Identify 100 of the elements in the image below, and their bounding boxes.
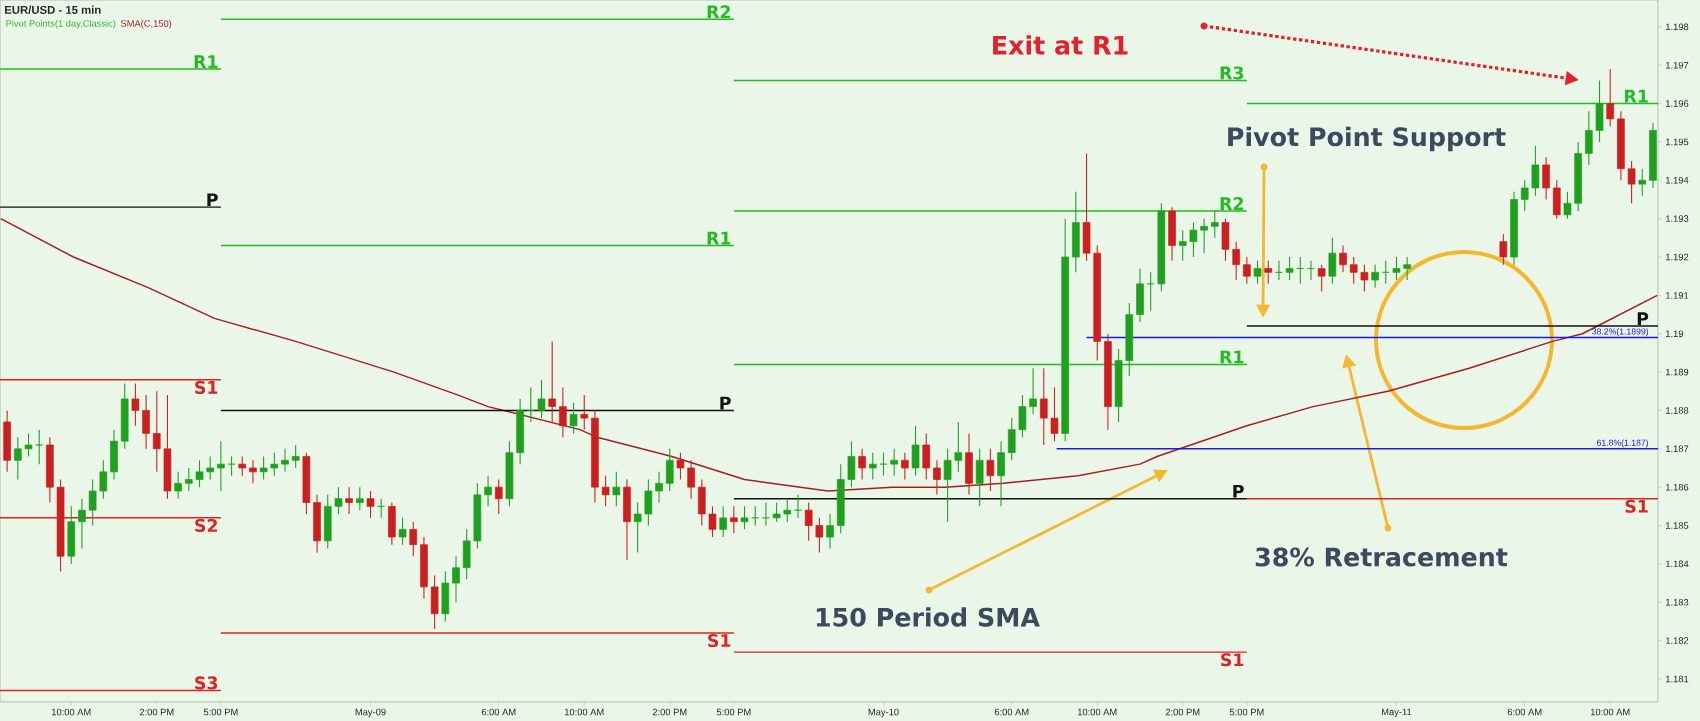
candlestick xyxy=(131,383,140,427)
series-label: R1 xyxy=(194,55,218,68)
candlestick xyxy=(1007,417,1016,461)
candlestick xyxy=(217,440,225,492)
candlestick xyxy=(708,505,717,538)
candlestick xyxy=(1253,260,1262,285)
x-tick-label: 2:00 PM xyxy=(1165,708,1200,716)
candlestick xyxy=(1243,256,1251,285)
candlestick xyxy=(975,448,984,507)
annotation: 38% Retracement xyxy=(1255,547,1508,567)
y-tick-label: 1.19 xyxy=(1666,330,1684,338)
y-tick-label: 1.183 xyxy=(1666,598,1689,606)
candlestick xyxy=(804,501,813,542)
candlestick xyxy=(826,513,834,550)
candlestick xyxy=(719,505,727,538)
candlestick xyxy=(644,478,653,527)
series-label: S1 xyxy=(1221,653,1244,667)
candlestick xyxy=(1392,256,1401,281)
y-tick-label: 1.186 xyxy=(1666,483,1689,491)
x-tick-label: 10:00 AM xyxy=(1077,708,1117,716)
candlestick xyxy=(356,486,364,511)
candlestick xyxy=(890,448,898,477)
candlestick xyxy=(1360,264,1369,293)
x-tick-label: May-11 xyxy=(1382,708,1412,718)
text: Pivot Points(1 day,Classic) xyxy=(6,19,116,29)
candlestick xyxy=(783,498,792,523)
series-label: R3 xyxy=(1220,66,1244,80)
candlestick xyxy=(815,517,824,553)
candlestick xyxy=(1029,367,1037,415)
y-tick-label: 1.194 xyxy=(1666,176,1689,184)
candlestick xyxy=(259,455,268,481)
candlestick xyxy=(687,459,695,500)
x-tick-label: 10:00 AM xyxy=(1590,708,1630,716)
candlestick xyxy=(270,452,279,477)
annotation: Pivot Point Support xyxy=(1228,126,1506,152)
candlestick xyxy=(142,394,150,450)
candlestick xyxy=(1018,394,1027,438)
candlestick xyxy=(762,501,770,527)
candlestick xyxy=(559,386,567,438)
candlestick xyxy=(612,471,621,507)
y-tick-label: 1.191 xyxy=(1666,292,1689,299)
candlestick xyxy=(1403,256,1411,281)
candlestick xyxy=(14,436,22,481)
candlestick xyxy=(1200,218,1208,254)
x-tick-label: 10:00 AM xyxy=(564,708,604,716)
candlestick xyxy=(676,452,685,481)
candlestick xyxy=(772,501,781,523)
y-tick-label: 1.198 xyxy=(1666,23,1689,31)
candlestick xyxy=(1146,271,1155,312)
x-tick-label: 5:00 PM xyxy=(203,708,238,716)
candlestick xyxy=(35,429,44,465)
candlestick xyxy=(1371,264,1379,289)
series-label: P xyxy=(1233,484,1244,498)
candlestick xyxy=(78,498,86,550)
candlestick xyxy=(334,486,343,515)
candlestick xyxy=(1178,229,1187,262)
x-tick-label: 2:00 PM xyxy=(139,708,174,716)
series-label: S1 xyxy=(708,634,731,648)
series-label: S2 xyxy=(195,518,217,533)
candlestick xyxy=(398,517,407,546)
candlestick xyxy=(1339,244,1347,273)
candlestick xyxy=(1285,256,1294,281)
candlestick xyxy=(1210,210,1219,239)
series-label: R1 xyxy=(1220,350,1244,364)
candlestick xyxy=(655,471,663,504)
y-tick-label: 1.181 xyxy=(1666,675,1689,683)
series-label: R2 xyxy=(1220,197,1243,210)
candlestick xyxy=(569,402,578,434)
candlestick xyxy=(730,505,738,534)
y-tick-label: 1.185 xyxy=(1666,522,1689,529)
candlestick xyxy=(633,501,642,553)
y-tick-label: 1.182 xyxy=(1666,637,1689,644)
candlestick xyxy=(911,425,920,477)
series-label: P xyxy=(1637,312,1649,325)
text: SMA(C,150) xyxy=(120,19,172,29)
candlestick xyxy=(1050,386,1059,442)
y-tick-label: 1.197 xyxy=(1666,61,1689,69)
candlestick xyxy=(1264,260,1273,285)
y-tick-label: 1.195 xyxy=(1666,138,1689,146)
series-label: R1 xyxy=(707,231,731,245)
y-tick-label: 1.184 xyxy=(1666,560,1689,568)
candlestick xyxy=(943,448,952,523)
candlestick xyxy=(24,432,33,458)
candlestick xyxy=(494,478,503,515)
x-tick-label: 6:00 AM xyxy=(994,708,1029,716)
x-tick-label: 5:00 PM xyxy=(1229,708,1264,716)
candlestick xyxy=(249,459,257,484)
candlestick xyxy=(484,475,492,507)
x-tick-label: May-09 xyxy=(355,708,386,718)
x-tick-label: 2:00 PM xyxy=(652,708,687,716)
candlestick xyxy=(238,455,247,477)
x-tick-label: 6:00 AM xyxy=(481,708,516,716)
candlestick xyxy=(922,432,931,481)
series-label: R2 xyxy=(707,5,730,19)
candlestick xyxy=(997,440,1005,507)
series-label: S1 xyxy=(195,380,218,394)
candlestick xyxy=(868,452,877,481)
series-label: P xyxy=(207,193,218,207)
candlestick xyxy=(152,390,161,473)
candlestick xyxy=(1328,237,1337,285)
